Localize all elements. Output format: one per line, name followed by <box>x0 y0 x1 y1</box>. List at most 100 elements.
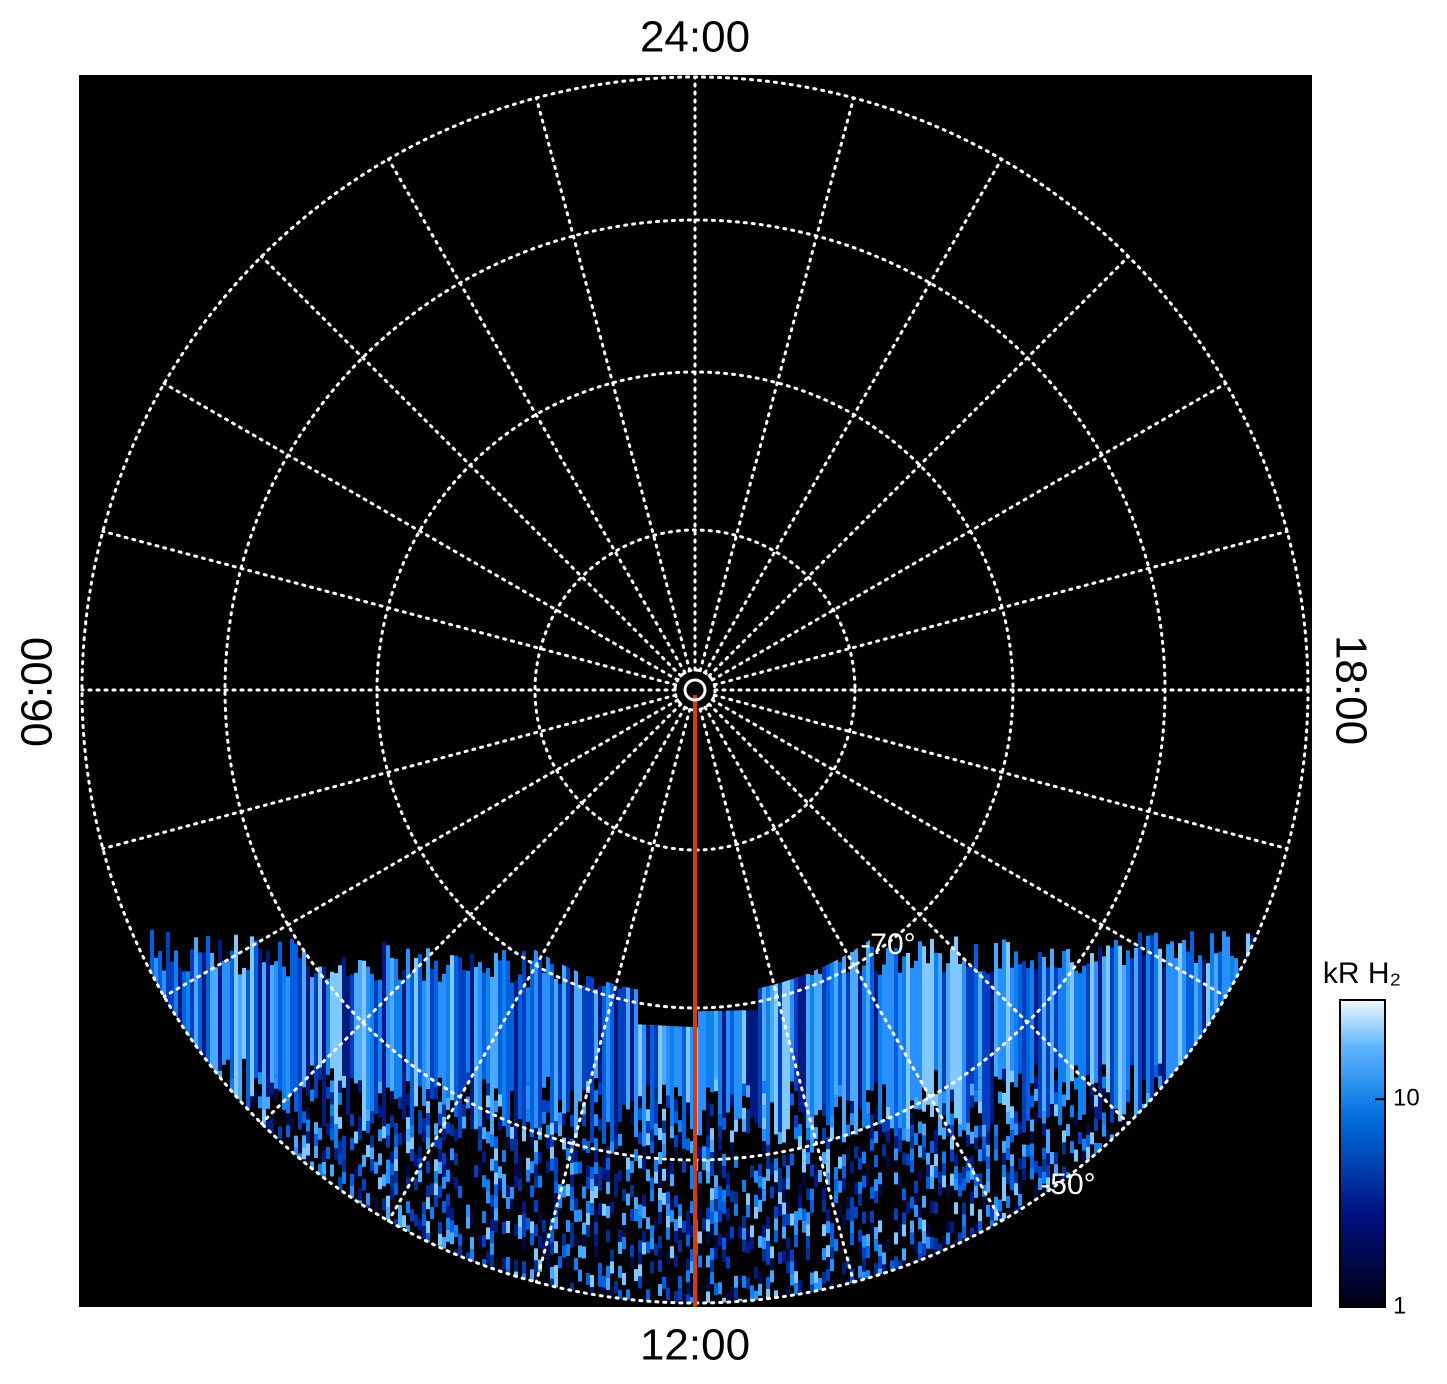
emission-pixel <box>378 1081 382 1094</box>
emission-pixel <box>570 1186 574 1199</box>
emission-pixel <box>538 1235 542 1248</box>
emission-pixel <box>766 1252 770 1265</box>
emission-pixel <box>1014 1171 1018 1184</box>
emission-pixel <box>830 1235 834 1248</box>
emission-pixel <box>754 1170 758 1183</box>
emission-pixel <box>942 1163 946 1176</box>
emission-pixel <box>706 1111 710 1124</box>
emission-pixel <box>646 1217 650 1230</box>
emission-pixel <box>1002 1309 1006 1321</box>
emission-pixel <box>894 1256 898 1269</box>
emission-pixel <box>1026 1144 1030 1157</box>
emission-pixel <box>1010 1106 1014 1119</box>
emission-pixel <box>654 1219 658 1232</box>
emission-pixel <box>942 1175 946 1188</box>
emission-pixel <box>970 1191 974 1204</box>
emission-pixel <box>890 1308 894 1320</box>
emission-pixel <box>1158 1075 1162 1088</box>
emission-strip <box>1158 948 1162 1064</box>
emission-pixel <box>598 1178 602 1191</box>
emission-strip <box>682 1026 686 1149</box>
emission-pixel <box>362 1178 366 1191</box>
emission-pixel <box>390 1163 394 1176</box>
emission-pixel <box>1034 1160 1038 1173</box>
emission-pixel <box>786 1165 790 1178</box>
emission-pixel <box>306 1131 310 1144</box>
emission-pixel <box>574 1306 578 1318</box>
emission-pixel <box>394 1171 398 1184</box>
emission-pixel <box>778 1252 782 1265</box>
emission-strip <box>866 939 870 1091</box>
emission-pixel <box>1142 1308 1146 1320</box>
emission-pixel <box>774 1182 778 1195</box>
emission-pixel <box>534 1152 538 1165</box>
emission-pixel <box>1086 1122 1090 1135</box>
emission-pixel <box>642 1158 646 1171</box>
emission-pixel <box>1054 1152 1058 1165</box>
emission-pixel <box>714 1175 718 1188</box>
emission-strip <box>450 955 454 1101</box>
bottom-label: 12:00 <box>640 1321 750 1370</box>
emission-pixel <box>970 1227 974 1240</box>
emission-strip <box>330 971 334 1069</box>
emission-pixel <box>794 1211 798 1224</box>
emission-pixel <box>1030 1119 1034 1132</box>
emission-pixel <box>910 1220 914 1233</box>
emission-strip <box>274 961 278 1077</box>
emission-strip <box>406 948 410 1082</box>
emission-pixel <box>406 1093 410 1106</box>
emission-pixel <box>930 1164 934 1177</box>
emission-pixel <box>662 1168 666 1181</box>
emission-pixel <box>570 1234 574 1247</box>
meridian <box>387 157 687 675</box>
emission-pixel <box>858 1265 862 1278</box>
emission-pixel <box>1046 1153 1050 1166</box>
emission-pixel <box>862 1247 866 1260</box>
emission-pixel <box>502 1149 506 1162</box>
emission-pixel <box>906 1153 910 1166</box>
emission-strip <box>910 968 914 1101</box>
emission-pixel <box>562 1137 566 1150</box>
emission-pixel <box>994 1196 998 1209</box>
emission-pixel <box>706 1279 710 1292</box>
emission-pixel <box>494 1184 498 1197</box>
emission-pixel <box>274 1076 278 1089</box>
emission-pixel <box>558 1256 562 1269</box>
emission-pixel <box>434 1195 438 1208</box>
emission-pixel <box>878 1184 882 1197</box>
emission-pixel <box>862 1259 866 1272</box>
emission-pixel <box>518 1166 522 1179</box>
emission-pixel <box>822 1224 826 1237</box>
emission-pixel <box>710 1152 714 1165</box>
emission-pixel <box>638 1108 642 1121</box>
emission-pixel <box>614 1281 618 1294</box>
emission-pixel <box>1078 1132 1082 1145</box>
emission-pixel <box>870 1210 874 1223</box>
emission-pixel <box>478 1234 482 1247</box>
emission-pixel <box>546 1244 550 1257</box>
emission-pixel <box>406 1165 410 1178</box>
emission-pixel <box>766 1144 770 1157</box>
emission-strip <box>738 1010 742 1119</box>
emission-pixel <box>902 1248 906 1261</box>
emission-pixel <box>614 1137 618 1150</box>
emission-strip <box>934 952 938 1071</box>
emission-pixel <box>686 1306 690 1318</box>
emission-pixel <box>674 1255 678 1268</box>
emission-pixel <box>882 1120 886 1133</box>
latitude-label: -50° <box>1040 1168 1095 1201</box>
emission-pixel <box>810 1128 814 1141</box>
emission-strip <box>762 951 766 1082</box>
emission-pixel <box>606 1205 610 1218</box>
emission-pixel <box>770 1186 774 1199</box>
emission-pixel <box>342 1147 346 1160</box>
colorbar-tick-label: 1 <box>1393 1292 1406 1319</box>
emission-pixel <box>962 1214 966 1227</box>
emission-pixel <box>690 1297 694 1303</box>
emission-pixel <box>902 1128 906 1141</box>
emission-pixel <box>950 1125 954 1138</box>
emission-pixel <box>442 1200 446 1213</box>
emission-pixel <box>638 1240 642 1253</box>
emission-strip <box>662 1025 666 1085</box>
emission-pixel <box>774 1230 778 1243</box>
